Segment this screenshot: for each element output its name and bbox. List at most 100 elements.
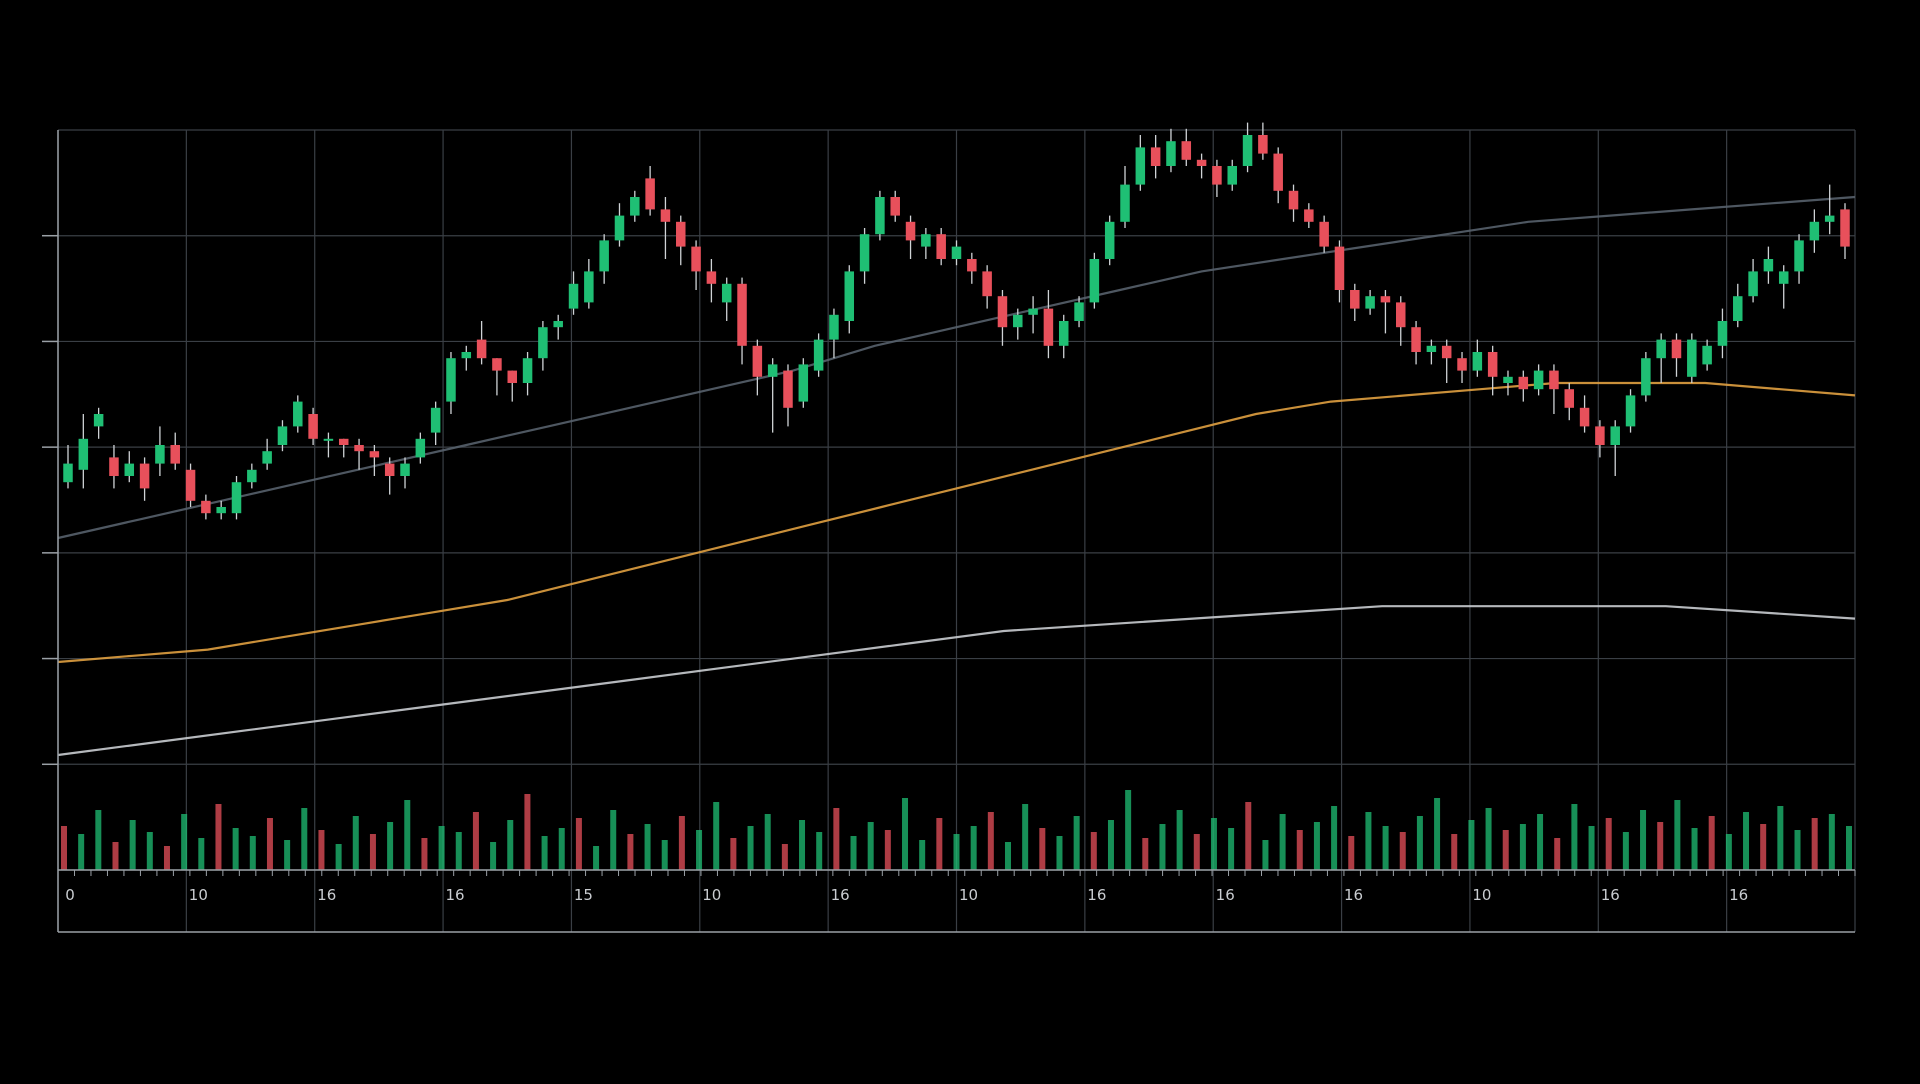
candle bbox=[1824, 184, 1835, 235]
candle-body bbox=[721, 283, 732, 303]
candle-body bbox=[446, 358, 456, 402]
candle-body bbox=[415, 438, 426, 458]
x-tick-label: 16 bbox=[1729, 886, 1748, 904]
candle-body bbox=[78, 438, 89, 470]
candle bbox=[446, 352, 456, 414]
candle bbox=[1702, 339, 1712, 371]
volume-bar bbox=[387, 822, 394, 870]
volume-bar bbox=[249, 836, 256, 870]
volume-bar bbox=[1142, 838, 1149, 870]
candle-body bbox=[338, 438, 349, 445]
x-tick-label: 16 bbox=[446, 886, 465, 904]
candle-body bbox=[1380, 296, 1391, 303]
candle bbox=[1426, 339, 1437, 365]
candle-body bbox=[1043, 308, 1054, 346]
candle-body bbox=[921, 234, 931, 247]
candle-body bbox=[706, 271, 717, 284]
volume-bar bbox=[352, 816, 359, 870]
candle-body bbox=[1702, 345, 1712, 365]
candle-body bbox=[384, 463, 395, 476]
candle-body bbox=[1304, 209, 1314, 222]
volume-bar bbox=[1262, 840, 1269, 870]
volume-bar bbox=[1760, 824, 1767, 870]
candle bbox=[78, 414, 89, 489]
candle-body bbox=[1089, 259, 1100, 303]
candle bbox=[277, 420, 288, 452]
x-tick-label: 16 bbox=[1087, 886, 1106, 904]
volume-bar bbox=[1828, 814, 1835, 870]
moving-average-line-fast bbox=[57, 195, 1856, 540]
candle bbox=[1457, 352, 1467, 383]
candle bbox=[691, 240, 701, 290]
volume-bar bbox=[455, 832, 462, 870]
volume-bar bbox=[1056, 836, 1063, 870]
volume-bar bbox=[1382, 826, 1389, 870]
volume-bar bbox=[112, 842, 119, 870]
candle-body bbox=[1641, 358, 1651, 396]
volume-bar bbox=[95, 810, 102, 870]
candle-body bbox=[1595, 426, 1605, 445]
candle bbox=[461, 345, 472, 371]
candle-body bbox=[201, 500, 211, 514]
candle-body bbox=[1350, 290, 1360, 309]
volume-bar bbox=[266, 818, 273, 870]
candle-body bbox=[1411, 327, 1421, 352]
candle-body bbox=[1196, 159, 1207, 166]
volume-bar bbox=[730, 838, 737, 870]
candle bbox=[430, 401, 441, 445]
volume-bar bbox=[867, 822, 874, 870]
x-tick-label: 10 bbox=[959, 886, 978, 904]
candle-body bbox=[1258, 135, 1268, 154]
candle bbox=[859, 228, 870, 284]
volume-bar bbox=[198, 838, 205, 870]
volume-bar bbox=[163, 846, 170, 870]
candle-body bbox=[1227, 166, 1237, 185]
candle-body bbox=[293, 401, 303, 427]
volume-bar bbox=[902, 798, 909, 870]
candle-body bbox=[1778, 271, 1789, 284]
volume-bar bbox=[1811, 818, 1818, 870]
volume-bar bbox=[1022, 804, 1029, 870]
volume-bar bbox=[1313, 822, 1320, 870]
volume-bar bbox=[610, 810, 617, 870]
volume-bar bbox=[919, 840, 926, 870]
candle bbox=[645, 166, 655, 216]
volume-bar bbox=[1176, 810, 1183, 870]
candle bbox=[1181, 128, 1192, 166]
candle-body bbox=[1150, 147, 1161, 166]
candle bbox=[1074, 296, 1084, 328]
volume-bar bbox=[1846, 826, 1852, 870]
volume-bar bbox=[1434, 798, 1441, 870]
candle-body bbox=[859, 234, 870, 272]
candle bbox=[1166, 128, 1176, 173]
volume-bar bbox=[713, 802, 720, 870]
volume-bar bbox=[833, 808, 840, 870]
candle-body bbox=[492, 358, 502, 371]
candle bbox=[1518, 370, 1529, 402]
candle bbox=[967, 252, 977, 284]
candle-body bbox=[1794, 240, 1804, 272]
candle-body bbox=[1533, 370, 1544, 390]
candle bbox=[522, 352, 533, 396]
candle-body bbox=[155, 445, 165, 464]
candle-body bbox=[1809, 221, 1820, 241]
candle bbox=[1273, 147, 1283, 204]
volume-bar bbox=[1193, 834, 1200, 870]
candle-body bbox=[1487, 352, 1498, 377]
candle bbox=[1196, 153, 1207, 179]
candle bbox=[1487, 345, 1498, 396]
candle bbox=[676, 215, 686, 266]
candle bbox=[1212, 159, 1222, 197]
candles bbox=[63, 122, 1850, 520]
volume-bar bbox=[678, 816, 685, 870]
x-tick-label: 16 bbox=[1344, 886, 1363, 904]
candle bbox=[1365, 290, 1375, 315]
candle-body bbox=[170, 445, 180, 464]
candle bbox=[1717, 308, 1728, 359]
candle bbox=[1258, 122, 1268, 160]
candle-body bbox=[1763, 259, 1774, 272]
moving-average-line-slow bbox=[57, 605, 1856, 757]
candle-body bbox=[461, 352, 472, 359]
candle-body bbox=[1518, 376, 1529, 390]
